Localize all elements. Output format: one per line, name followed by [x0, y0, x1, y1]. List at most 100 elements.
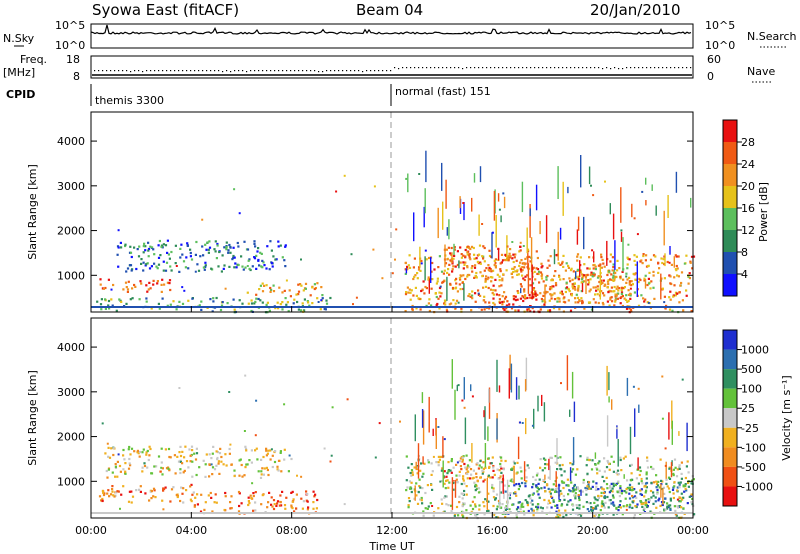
- echo-cell: [678, 291, 681, 294]
- echo-cell: [271, 505, 274, 508]
- echo-streak: [499, 480, 501, 509]
- echo-cell: [225, 246, 228, 250]
- echo-streak: [479, 166, 482, 183]
- echo-cell: [593, 496, 596, 499]
- nave-dot: [142, 71, 144, 73]
- echo-streak: [566, 355, 569, 391]
- echo-cell: [410, 463, 413, 466]
- echo-cell: [440, 479, 443, 483]
- echo-cell: [435, 295, 438, 299]
- echo-cell: [492, 289, 495, 292]
- echo-cell: [125, 302, 128, 305]
- velocity-colorbar-label: Velocity [m s⁻¹]: [780, 375, 793, 460]
- echo-cell: [464, 277, 467, 281]
- echo-cell: [292, 302, 295, 305]
- echo-cell: [491, 483, 494, 487]
- echo-cell: [430, 304, 433, 307]
- echo-cell: [642, 502, 645, 505]
- echo-cell: [656, 488, 659, 492]
- echo-cell: [594, 463, 597, 466]
- echo-cell: [600, 256, 603, 259]
- echo-cell: [560, 492, 563, 495]
- echo-cell: [303, 298, 306, 301]
- echo-cell: [664, 508, 667, 511]
- echo-cell: [255, 399, 258, 402]
- echo-cell: [542, 294, 545, 297]
- echo-cell: [245, 449, 248, 452]
- nave-dot: [390, 70, 392, 72]
- echo-cell: [632, 272, 635, 275]
- echo-cell: [543, 480, 546, 484]
- echo-cell: [461, 456, 464, 459]
- echo-cell: [579, 256, 582, 259]
- echo-streak: [463, 283, 465, 301]
- echo-cell: [477, 292, 480, 295]
- nave-dot: [234, 70, 236, 72]
- echo-cell: [677, 255, 680, 258]
- echo-cell: [647, 277, 650, 280]
- echo-cell: [456, 263, 459, 267]
- echo-cell: [166, 304, 169, 307]
- echo-cell: [153, 489, 156, 492]
- echo-cell: [189, 255, 192, 258]
- echo-cell: [512, 253, 515, 256]
- echo-cell: [609, 486, 612, 489]
- echo-cell: [602, 502, 605, 505]
- echo-cell: [589, 278, 592, 281]
- echo-cell: [236, 241, 239, 245]
- echo-cell: [296, 300, 299, 304]
- echo-cell: [511, 479, 514, 482]
- echo-cell: [212, 297, 215, 300]
- echo-streak: [645, 177, 647, 185]
- echo-cell: [278, 504, 281, 507]
- echo-cell: [650, 496, 653, 499]
- echo-cell: [616, 259, 619, 262]
- echo-cell: [450, 504, 453, 507]
- echo-streak: [537, 395, 539, 412]
- nave-dot: [398, 68, 400, 70]
- echo-streak: [425, 150, 427, 183]
- echo-cell: [263, 284, 266, 287]
- echo-cell: [625, 281, 628, 284]
- echo-cell: [279, 303, 282, 306]
- echo-cell: [140, 262, 143, 265]
- echo-cell: [437, 455, 440, 458]
- echo-cell: [414, 274, 417, 277]
- nave-dot: [462, 68, 464, 70]
- echo-cell: [667, 487, 671, 490]
- echo-cell: [182, 471, 185, 474]
- echo-cell: [556, 506, 559, 509]
- echo-cell: [669, 497, 672, 500]
- echo-cell: [420, 462, 423, 465]
- echo-cell: [436, 277, 439, 280]
- echo-cell: [520, 259, 523, 262]
- echo-cell: [501, 303, 504, 306]
- echo-cell: [209, 298, 212, 301]
- echo-cell: [418, 266, 421, 269]
- echo-cell: [463, 482, 466, 485]
- echo-cell: [624, 298, 628, 301]
- echo-streak: [651, 184, 653, 191]
- nave-dot: [626, 67, 628, 69]
- echo-cell: [626, 300, 629, 303]
- echo-cell: [519, 268, 523, 271]
- echo-cell: [161, 246, 164, 249]
- echo-cell: [129, 251, 133, 254]
- echo-cell: [640, 477, 643, 480]
- echo-streak: [530, 237, 533, 273]
- echo-cell: [308, 304, 311, 307]
- echo-cell: [321, 297, 324, 300]
- echo-cell: [678, 500, 681, 503]
- echo-cell: [200, 308, 203, 311]
- echo-cell: [510, 468, 513, 471]
- echo-cell: [466, 472, 469, 475]
- echo-cell: [408, 254, 411, 257]
- y-tick-label: 2000: [57, 431, 85, 444]
- echo-cell: [521, 481, 524, 485]
- echo-cell: [524, 485, 527, 488]
- nave-dot: [582, 67, 584, 69]
- echo-cell: [663, 508, 666, 511]
- echo-cell: [126, 288, 130, 291]
- echo-cell: [281, 291, 284, 294]
- echo-cell: [643, 300, 646, 303]
